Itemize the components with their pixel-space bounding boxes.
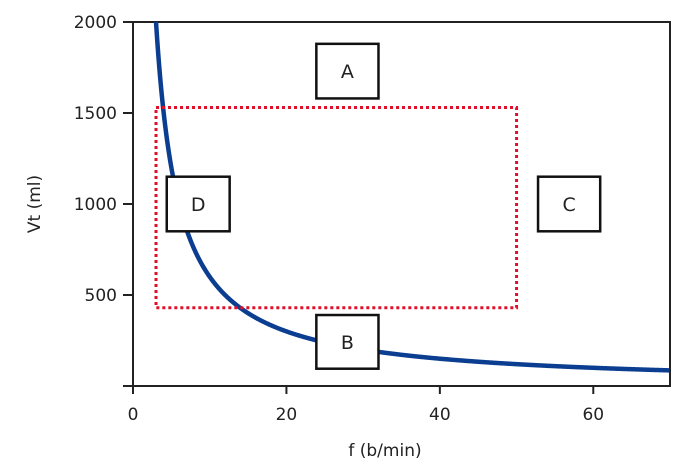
- x-tick-label: 20: [276, 405, 298, 425]
- dotted-region: [154, 106, 519, 310]
- y-tick-label: 1000: [74, 195, 117, 215]
- y-tick-label: 2000: [74, 13, 117, 33]
- x-tick-label: 60: [582, 405, 604, 425]
- axes: 0 20 40 60 500 1000 1500 2000: [74, 13, 671, 425]
- y-axis-label: Vt (ml): [25, 175, 45, 233]
- label-text-c: C: [562, 194, 575, 216]
- label-box-a: [315, 42, 380, 100]
- x-tick-label: 0: [128, 405, 139, 425]
- y-tick-label: 1500: [74, 104, 117, 124]
- label-text-b: B: [341, 332, 354, 354]
- x-axis-label: f (b/min): [348, 441, 421, 461]
- label-text-a: A: [341, 61, 354, 83]
- label-text-d: D: [191, 194, 206, 216]
- region-labels: A B C D: [165, 42, 602, 370]
- label-box-c: [536, 175, 602, 233]
- y-tick-label: 500: [85, 286, 117, 306]
- label-box-d: [165, 175, 231, 233]
- label-box-b: [315, 313, 380, 370]
- x-tick-label: 40: [429, 405, 451, 425]
